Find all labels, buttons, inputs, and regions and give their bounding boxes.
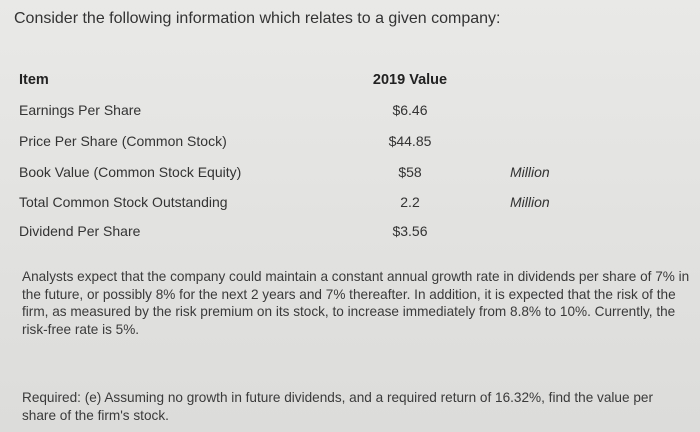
company-data-table: Item 2019 Value Earnings Per Share $6.46… [19,72,550,239]
table-row-value: $44.85 [388,133,432,149]
assumptions-paragraph: Analysts expect that the company could m… [22,269,690,337]
intro-text: Consider the following information which… [14,10,501,27]
table-row-item: Price Per Share (Common Stock) [19,133,227,149]
table-row-item: Book Value (Common Stock Equity) [19,164,242,180]
table-row-value: $58 [398,164,422,180]
table-header-item: Item [19,72,49,88]
table-row-value: 2.2 [400,194,420,210]
table-row-value: $6.46 [392,102,428,118]
required-question: Required: (e) Assuming no growth in futu… [22,390,653,423]
table-row-item: Earnings Per Share [19,102,142,118]
table-row-item: Dividend Per Share [19,223,141,239]
table-header-value: 2019 Value [372,72,448,88]
table-row-value: $3.56 [392,223,428,239]
table-row-item: Total Common Stock Outstanding [19,194,228,210]
table-row-unit: Million [510,194,550,210]
table-row-unit: Million [510,164,550,180]
